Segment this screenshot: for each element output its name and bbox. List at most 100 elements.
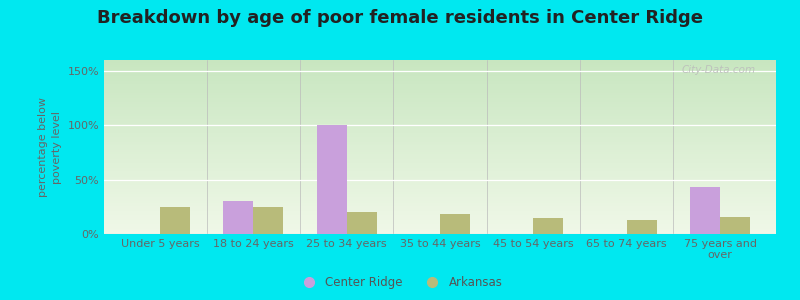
Bar <box>254 207 283 234</box>
Bar <box>104 201 776 203</box>
Bar <box>104 197 776 199</box>
Bar <box>104 177 776 178</box>
Bar <box>317 125 346 234</box>
Bar <box>104 192 776 194</box>
Bar <box>104 232 776 234</box>
Bar <box>104 91 776 93</box>
Text: City-Data.com: City-Data.com <box>682 65 756 75</box>
Bar <box>104 147 776 149</box>
Bar <box>104 215 776 217</box>
Bar <box>104 164 776 166</box>
Bar <box>104 119 776 121</box>
Bar <box>104 124 776 126</box>
Bar <box>104 81 776 82</box>
Bar <box>104 72 776 74</box>
Bar <box>104 65 776 67</box>
Bar <box>104 135 776 137</box>
Bar <box>104 128 776 130</box>
Bar <box>104 206 776 208</box>
Bar <box>104 98 776 100</box>
Bar <box>104 138 776 140</box>
Bar <box>104 90 776 91</box>
Bar <box>104 203 776 204</box>
Bar <box>104 62 776 64</box>
Bar <box>104 180 776 182</box>
Bar <box>104 145 776 147</box>
Bar <box>104 131 776 133</box>
Bar <box>104 74 776 76</box>
Bar <box>104 103 776 105</box>
Bar <box>104 105 776 107</box>
Bar <box>104 142 776 143</box>
Bar <box>104 107 776 109</box>
Bar <box>104 194 776 196</box>
Bar <box>104 166 776 168</box>
Bar <box>346 212 377 234</box>
Bar <box>104 84 776 86</box>
Bar <box>104 210 776 212</box>
Bar <box>104 116 776 117</box>
Bar <box>223 201 254 234</box>
Bar <box>104 182 776 184</box>
Bar <box>104 154 776 156</box>
Bar <box>104 69 776 70</box>
Bar <box>104 140 776 142</box>
Bar <box>104 171 776 173</box>
Bar <box>104 224 776 225</box>
Bar <box>104 190 776 192</box>
Bar <box>104 213 776 215</box>
Bar <box>534 218 563 234</box>
Bar <box>104 117 776 119</box>
Bar <box>104 217 776 218</box>
Bar <box>104 67 776 69</box>
Y-axis label: percentage below
poverty level: percentage below poverty level <box>38 97 62 197</box>
Bar <box>720 217 750 234</box>
Bar <box>104 143 776 145</box>
Bar <box>440 214 470 234</box>
Bar <box>104 151 776 152</box>
Bar <box>104 199 776 201</box>
Bar <box>104 93 776 95</box>
Bar <box>104 158 776 159</box>
Bar <box>104 189 776 190</box>
Bar <box>104 156 776 158</box>
Bar <box>104 227 776 229</box>
Text: Breakdown by age of poor female residents in Center Ridge: Breakdown by age of poor female resident… <box>97 9 703 27</box>
Bar <box>104 173 776 175</box>
Bar <box>104 225 776 227</box>
Bar <box>104 109 776 110</box>
Bar <box>104 175 776 177</box>
Bar <box>104 97 776 98</box>
Bar <box>104 222 776 224</box>
Bar <box>104 152 776 154</box>
Bar <box>104 76 776 77</box>
Bar <box>104 77 776 79</box>
Bar <box>104 114 776 116</box>
Bar <box>104 161 776 163</box>
Bar <box>104 218 776 220</box>
Bar <box>104 208 776 210</box>
Bar <box>626 220 657 234</box>
Bar <box>104 123 776 124</box>
Bar <box>104 169 776 171</box>
Bar <box>104 102 776 103</box>
Legend: Center Ridge, Arkansas: Center Ridge, Arkansas <box>293 272 507 294</box>
Bar <box>104 60 776 62</box>
Bar <box>104 168 776 170</box>
Bar <box>104 196 776 197</box>
Bar <box>104 229 776 230</box>
Bar <box>104 112 776 114</box>
Bar <box>104 149 776 151</box>
Bar <box>104 163 776 164</box>
Bar <box>104 86 776 88</box>
Bar <box>160 207 190 234</box>
Bar <box>104 100 776 102</box>
Bar <box>104 212 776 213</box>
Bar <box>104 220 776 222</box>
Bar <box>104 88 776 90</box>
Bar <box>104 187 776 189</box>
Bar <box>104 126 776 128</box>
Bar <box>104 110 776 112</box>
Bar <box>104 79 776 81</box>
Bar <box>104 159 776 161</box>
